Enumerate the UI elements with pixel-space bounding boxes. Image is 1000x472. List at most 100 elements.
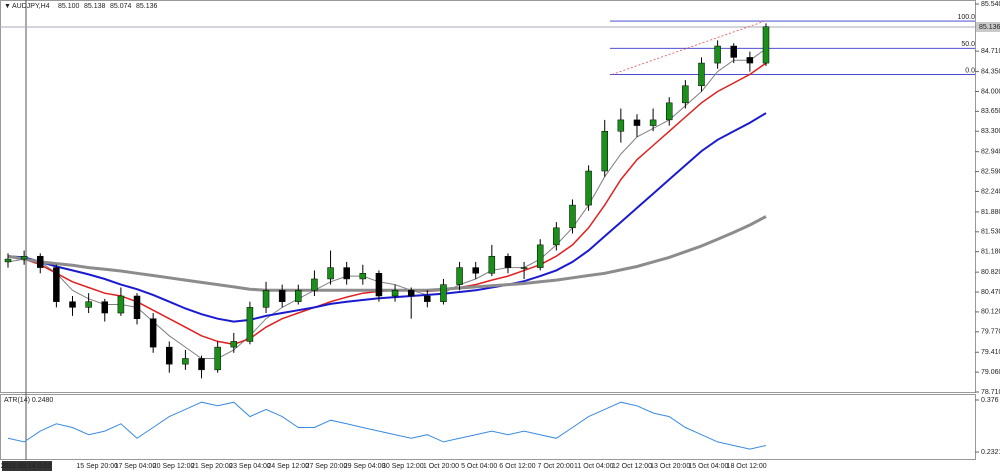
bid-tag	[976, 21, 1000, 32]
atr-line	[7, 401, 767, 450]
candle-body	[391, 290, 399, 297]
candle-body	[359, 273, 367, 280]
y-tick-label: 82.940	[981, 149, 1000, 156]
x-tick-label: 2021.09.14 0:00	[1, 463, 52, 470]
candle-body	[536, 244, 544, 268]
x-tick-label: 15 Oct 04:00	[688, 463, 728, 470]
candle-body	[101, 301, 109, 314]
y-tick-label: 85.540	[981, 1, 1000, 8]
candle-body	[714, 45, 721, 64]
header-value: 85.074	[110, 3, 132, 10]
candle-body	[504, 255, 512, 268]
candle-body	[133, 295, 141, 319]
candle-body	[488, 255, 496, 274]
candle-body	[746, 57, 754, 64]
header-value: 85.138	[84, 3, 106, 10]
candle-body	[327, 267, 334, 280]
y-tick-label: 83.300	[981, 128, 1000, 135]
x-tick-label: 27 Sep 20:00	[306, 463, 348, 470]
fib-label: 50.0	[961, 41, 975, 48]
x-tick-label: 13 Oct 20:00	[650, 463, 690, 470]
candle-body	[456, 267, 463, 285]
x-tick-label: 7 Oct 20:00	[537, 463, 573, 470]
header-value: 85.100	[58, 3, 80, 10]
candle-body	[585, 170, 592, 206]
candle-body	[278, 290, 286, 302]
y-tick-label: 79.060	[981, 369, 1000, 376]
candle-body	[85, 301, 92, 308]
y-tick-label: 83.650	[981, 108, 1000, 115]
x-tick-label: 15 Sep 20:00	[76, 463, 118, 470]
moving-average	[7, 215, 767, 292]
y-tick-label: 84.350	[981, 68, 1000, 75]
candle-body	[553, 227, 560, 246]
candle-body	[230, 341, 238, 348]
header-arrow: ▼	[4, 3, 11, 10]
candle-body	[311, 278, 318, 291]
candle-body	[375, 273, 383, 297]
candle-body	[633, 119, 641, 126]
y-tick-label: 82.590	[981, 168, 1000, 175]
x-tick-label: 11 Oct 04:00	[574, 463, 614, 470]
candle-body	[166, 346, 173, 365]
candle-body	[343, 267, 350, 280]
header-value: 85.136	[136, 3, 158, 10]
candle-body	[682, 85, 689, 104]
candle-body	[407, 290, 415, 297]
candle-body	[762, 26, 770, 64]
candle-body	[440, 284, 447, 302]
y-tick-label: 79.410	[981, 349, 1000, 356]
candle-body	[198, 358, 205, 371]
fib-trend	[611, 20, 766, 75]
chart-title: AUDJPY,H4	[12, 3, 50, 10]
y-tick-label: 84.000	[981, 88, 1000, 95]
atr-tick-label: 0.2321	[981, 449, 1000, 456]
candle-body	[472, 267, 479, 274]
candle-body	[730, 45, 737, 58]
y-tick-label: 81.530	[981, 229, 1000, 236]
y-tick-label: 82.240	[981, 188, 1000, 195]
x-tick-label: 12 Oct 12:00	[612, 463, 652, 470]
x-tick-label: 24 Sep 12:00	[267, 463, 309, 470]
moving-average	[7, 112, 767, 323]
main-frame	[0, 0, 976, 393]
y-tick-label: 80.470	[981, 289, 1000, 296]
x-tick-label: 20 Sep 12:00	[153, 463, 195, 470]
candle-body	[214, 346, 221, 371]
candle-body	[262, 290, 270, 308]
x-tick-label: 18 Oct 12:00	[727, 463, 767, 470]
candle-body	[424, 295, 431, 302]
candle-body	[4, 258, 12, 263]
y-tick-label: 80.120	[981, 309, 1000, 316]
candle-body	[69, 301, 76, 308]
atr-tick-label: 0.376	[981, 397, 999, 404]
candle-body	[149, 318, 157, 348]
candle-body	[617, 119, 625, 132]
y-tick-label: 80.820	[981, 269, 1000, 276]
candle-body	[20, 255, 28, 260]
candle-body	[649, 119, 657, 126]
candle-body	[53, 267, 60, 302]
x-tick-label: 30 Sep 12:00	[382, 463, 424, 470]
x-tick-label: 29 Sep 04:00	[344, 463, 386, 470]
candle-body	[246, 307, 254, 342]
y-tick-label: 79.770	[981, 329, 1000, 336]
x-tick-label: 5 Oct 04:00	[461, 463, 497, 470]
y-tick-label: 78.710	[981, 389, 1000, 396]
bid-label: 85.136	[979, 24, 1000, 31]
atr-frame	[0, 394, 976, 460]
atr-label: ATR(14) 0.2480	[4, 397, 53, 404]
x-tick-label: 17 Sep 04:00	[115, 463, 157, 470]
candle-body	[295, 290, 302, 302]
x-tick-label: 1 Oct 20:00	[423, 463, 459, 470]
cursor-time-box	[2, 461, 52, 471]
candle-body	[117, 295, 125, 314]
candle-body	[569, 204, 576, 229]
candle-body	[698, 62, 705, 87]
fib-label: 100.0	[957, 14, 975, 21]
fib-label: 0.0	[965, 67, 975, 74]
y-tick-label: 84.710	[981, 48, 1000, 55]
candle-body	[520, 267, 528, 269]
